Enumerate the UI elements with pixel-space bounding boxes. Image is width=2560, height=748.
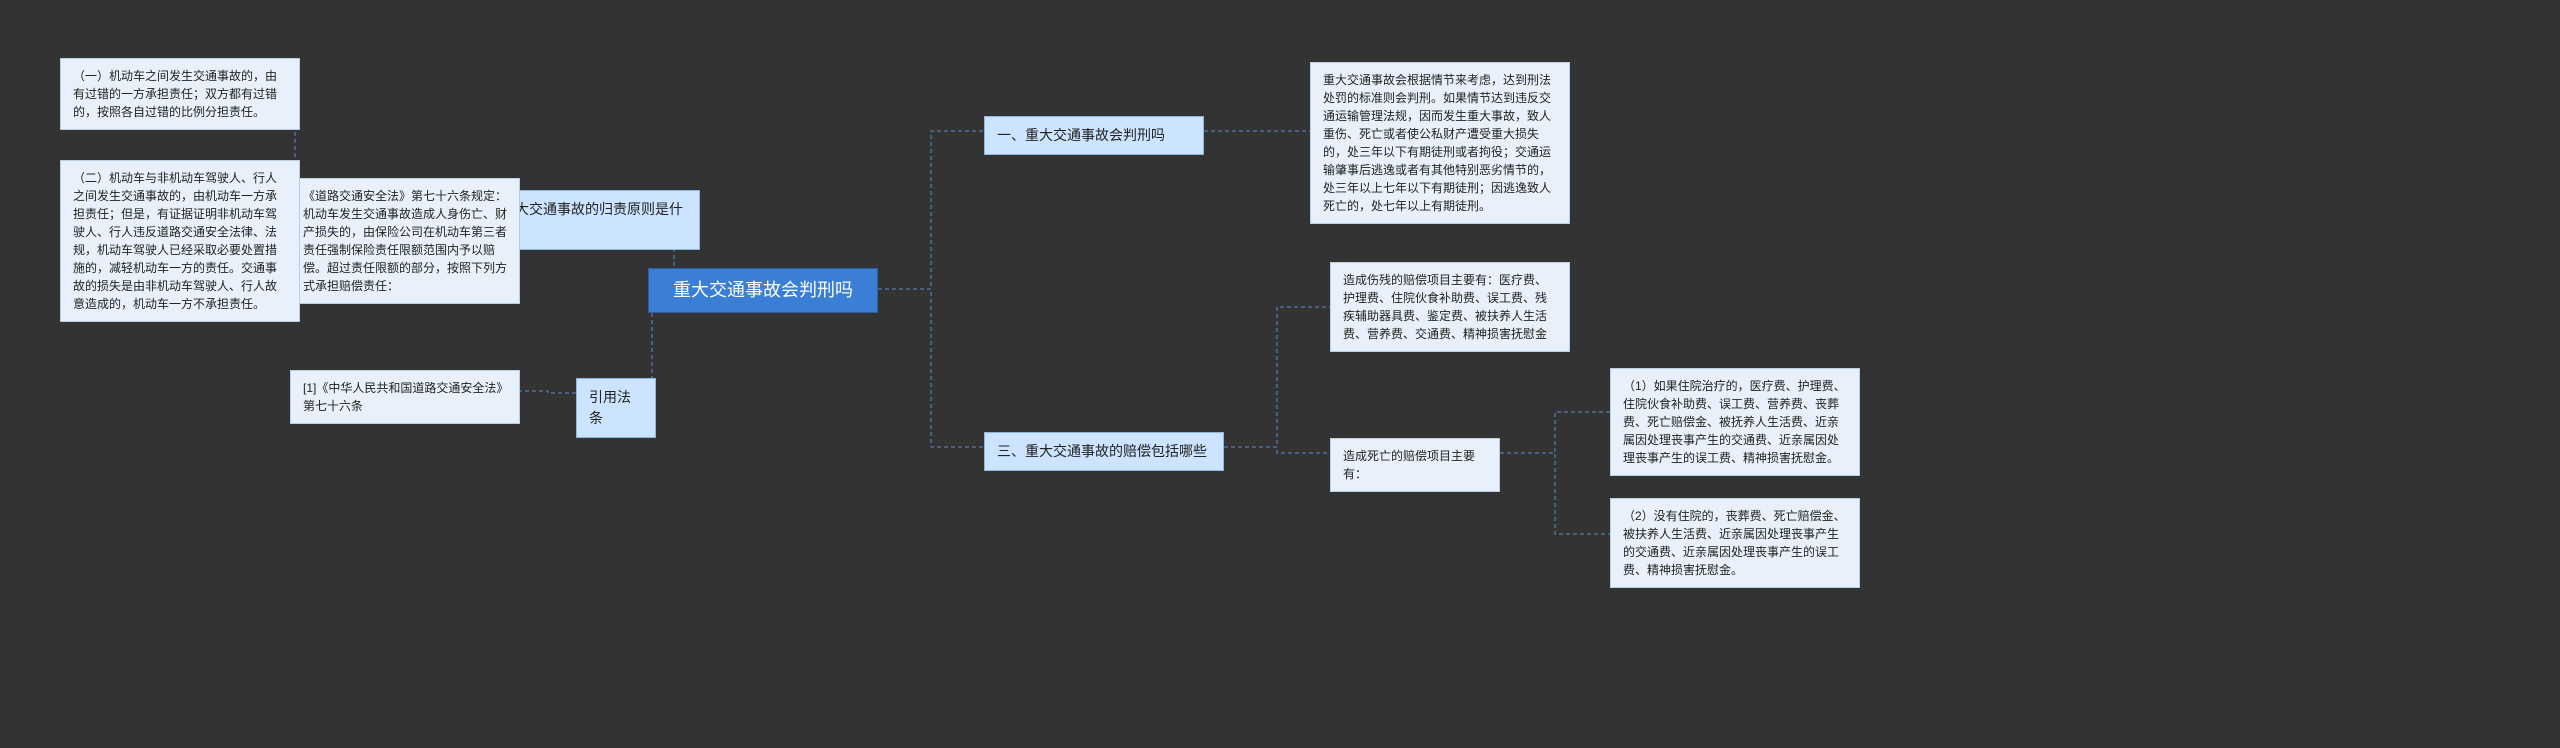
- leaf-l-0: （一）机动车之间发生交通事故的，由有过错的一方承担责任；双方都有过错的，按照各自…: [60, 58, 300, 130]
- leaf-l-0: 《道路交通安全法》第七十六条规定：机动车发生交通事故造成人身伤亡、财产损失的，由…: [290, 178, 520, 304]
- leaf-r-1: 造成死亡的赔偿项目主要有：: [1330, 438, 1500, 492]
- leaf-r-0: （1）如果住院治疗的，医疗费、护理费、住院伙食补助费、误工费、营养费、丧葬费、死…: [1610, 368, 1860, 476]
- branch-l-lref: 引用法条: [576, 378, 656, 438]
- branch-r-r1: 一、重大交通事故会判刑吗: [984, 116, 1204, 155]
- leaf-l-0: [1]《中华人民共和国道路交通安全法》第七十六条: [290, 370, 520, 424]
- leaf-r-0: 造成伤残的赔偿项目主要有：医疗费、护理费、住院伙食补助费、误工费、残疾辅助器具费…: [1330, 262, 1570, 352]
- root-node: 重大交通事故会判刑吗: [648, 268, 878, 313]
- leaf-r-1: （2）没有住院的，丧葬费、死亡赔偿金、被扶养人生活费、近亲属因处理丧事产生的交通…: [1610, 498, 1860, 588]
- branch-r-r3: 三、重大交通事故的赔偿包括哪些: [984, 432, 1224, 471]
- leaf-l-1: （二）机动车与非机动车驾驶人、行人之间发生交通事故的，由机动车一方承担责任；但是…: [60, 160, 300, 322]
- leaf-r-0: 重大交通事故会根据情节来考虑，达到刑法处罚的标准则会判刑。如果情节达到违反交通运…: [1310, 62, 1570, 224]
